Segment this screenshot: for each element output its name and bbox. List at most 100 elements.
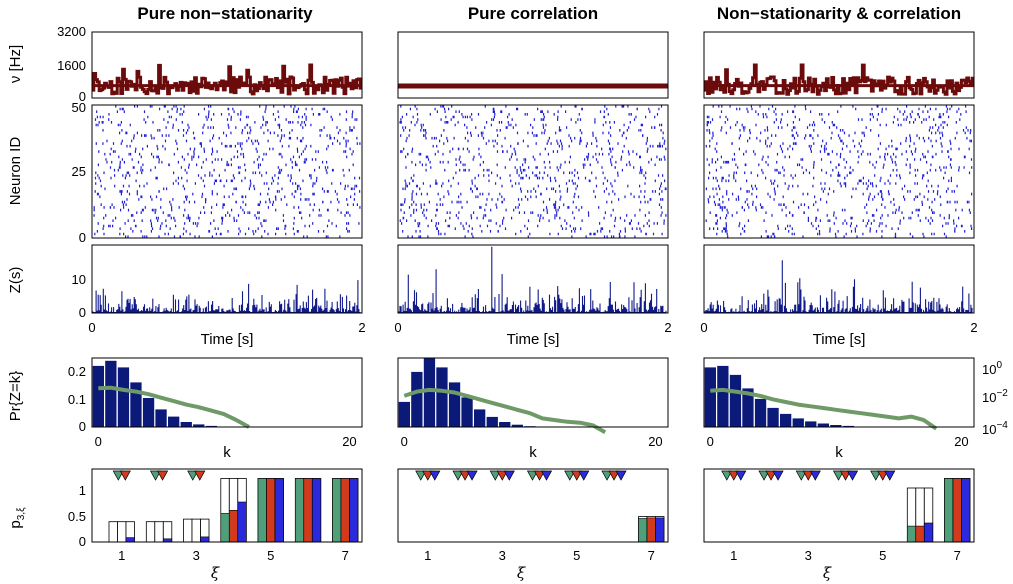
p3-ylabel-subscript: 3,ξ — [16, 507, 27, 520]
p3-xtick-1: 1 — [730, 548, 737, 563]
pr-bar — [804, 420, 818, 428]
p3-xtick-7: 7 — [342, 548, 349, 563]
raster-panel — [397, 104, 669, 239]
p3-xtick-3: 3 — [193, 548, 200, 563]
p3-xlabel: ξ — [517, 564, 526, 582]
p3-xtick-5: 5 — [879, 548, 886, 563]
pr-bar — [485, 416, 499, 428]
p3-bar-green — [944, 478, 954, 543]
p3-xtick-5: 5 — [267, 548, 274, 563]
p3-xtick-1: 1 — [118, 548, 125, 563]
p3-marker-blue — [615, 470, 627, 481]
rate-ytick-0: 0 — [79, 89, 86, 104]
pr-frame — [703, 357, 975, 428]
p3-marker-red — [533, 470, 546, 481]
p3-xtick-3: 3 — [499, 548, 506, 563]
p3-marker-blue — [846, 470, 859, 481]
raster-frame — [91, 104, 363, 239]
pr-xtick-0: 0 — [95, 434, 102, 449]
raster-ytick-0: 0 — [79, 230, 86, 245]
column-non-stationarity-and-correlation: 0 2 Time [s] 0 20 k 1 3 5 7 ξ — [700, 31, 978, 582]
p3-bar-red — [915, 525, 925, 543]
p3-marker-red — [802, 470, 814, 481]
p3-bar-blue — [125, 537, 135, 543]
p3-marker-red — [119, 470, 131, 481]
pr-ytick-0.1: 0.1 — [68, 392, 86, 407]
p3-frame — [703, 468, 975, 543]
rate-frame — [397, 31, 669, 99]
z-frame — [397, 244, 669, 314]
time-xtick-0: 0 — [88, 320, 95, 335]
log-yticks: 100 10−2 10−4 — [982, 360, 1008, 437]
pr-ylabel: Pr{Z=k} — [7, 371, 24, 421]
column-title-non-stationarity: Pure non−stationarity — [137, 4, 313, 23]
p3-marker-green — [601, 470, 613, 481]
p3-panel: 1 3 5 7 ξ — [703, 468, 975, 582]
p3-outline-bar — [154, 521, 164, 543]
z-ytick-0: 0 — [79, 305, 86, 320]
p3-xtick-5: 5 — [573, 548, 580, 563]
p3-ytick-1: 1 — [79, 483, 86, 498]
z-bars — [92, 280, 361, 313]
p3-frame — [397, 468, 669, 543]
raster-frame — [397, 104, 669, 239]
p3-outline-bar — [191, 518, 201, 543]
p3-outline-bar — [145, 521, 156, 543]
pr-bar — [729, 374, 742, 428]
pr-bar — [716, 365, 730, 428]
p3-bar-blue — [923, 522, 934, 543]
pr-xtick-20: 20 — [648, 434, 662, 449]
p3-marker-red — [156, 470, 169, 481]
p3-marker-green — [564, 470, 576, 481]
p3-ylabel: p3,ξ — [7, 507, 27, 529]
p3-marker-blue — [503, 470, 515, 481]
p3-marker-green — [721, 470, 733, 481]
p3-bar-blue — [311, 478, 322, 543]
pr-xlabel: k — [835, 444, 843, 461]
z-ytick-10: 10 — [72, 272, 86, 287]
time-xlabel: Time [s] — [507, 331, 560, 348]
p3-marker-green — [149, 470, 162, 481]
p3-xtick-7: 7 — [648, 548, 655, 563]
raster-spikes — [705, 105, 973, 238]
pr-bar — [179, 421, 193, 428]
time-xtick-2: 2 — [358, 320, 365, 335]
pr-xtick-20: 20 — [954, 434, 968, 449]
svg-text:p3,ξ: p3,ξ — [7, 507, 27, 529]
pr-ytick-0.2: 0.2 — [68, 364, 86, 379]
pr-bar — [754, 398, 768, 428]
time-xtick-0: 0 — [700, 320, 707, 335]
raster-ytick-25: 25 — [72, 164, 86, 179]
p3-marker-red — [571, 470, 583, 481]
pr-xtick-20: 20 — [342, 434, 356, 449]
z-yticks: 10 0 — [72, 272, 86, 320]
p3-marker-green — [452, 470, 464, 481]
rate-ytick-3200: 3200 — [57, 24, 86, 39]
log-ytick-0: 100 — [982, 360, 1002, 377]
p3-marker-blue — [772, 470, 784, 481]
p3-ylabel-main: p — [7, 520, 24, 528]
rate-panel — [91, 31, 363, 99]
raster-panel — [703, 104, 975, 239]
p3-panel: 1 3 5 7 ξ — [91, 468, 363, 582]
z-panel: 0 2 Time [s] — [700, 244, 978, 348]
raster-ylabel: Neuron ID — [7, 137, 24, 206]
pr-bar — [791, 417, 805, 428]
p3-marker-blue — [735, 470, 747, 481]
column-non-stationarity: 0 2 Time [s] 0 20 k 1 3 5 7 ξ — [88, 31, 366, 582]
pr-panel: 0 20 k — [703, 357, 975, 461]
z-panel: 0 2 Time [s] — [88, 244, 366, 348]
pr-panel: 0 20 k — [397, 357, 669, 461]
column-title-non-stationarity-and-correlation: Non−stationarity & correlation — [717, 4, 961, 23]
z-frame — [703, 244, 975, 314]
p3-bar-green — [638, 518, 648, 543]
p3-marker-blue — [884, 470, 896, 481]
pr-frame — [91, 357, 363, 428]
pr-bar — [154, 408, 168, 428]
p3-marker-green — [758, 470, 770, 481]
p3-marker-blue — [578, 470, 590, 481]
raster-frame — [703, 104, 975, 239]
pr-bar — [766, 407, 780, 428]
p3-bar-red — [266, 478, 276, 543]
raster-yticks: 50 25 0 — [72, 100, 86, 245]
